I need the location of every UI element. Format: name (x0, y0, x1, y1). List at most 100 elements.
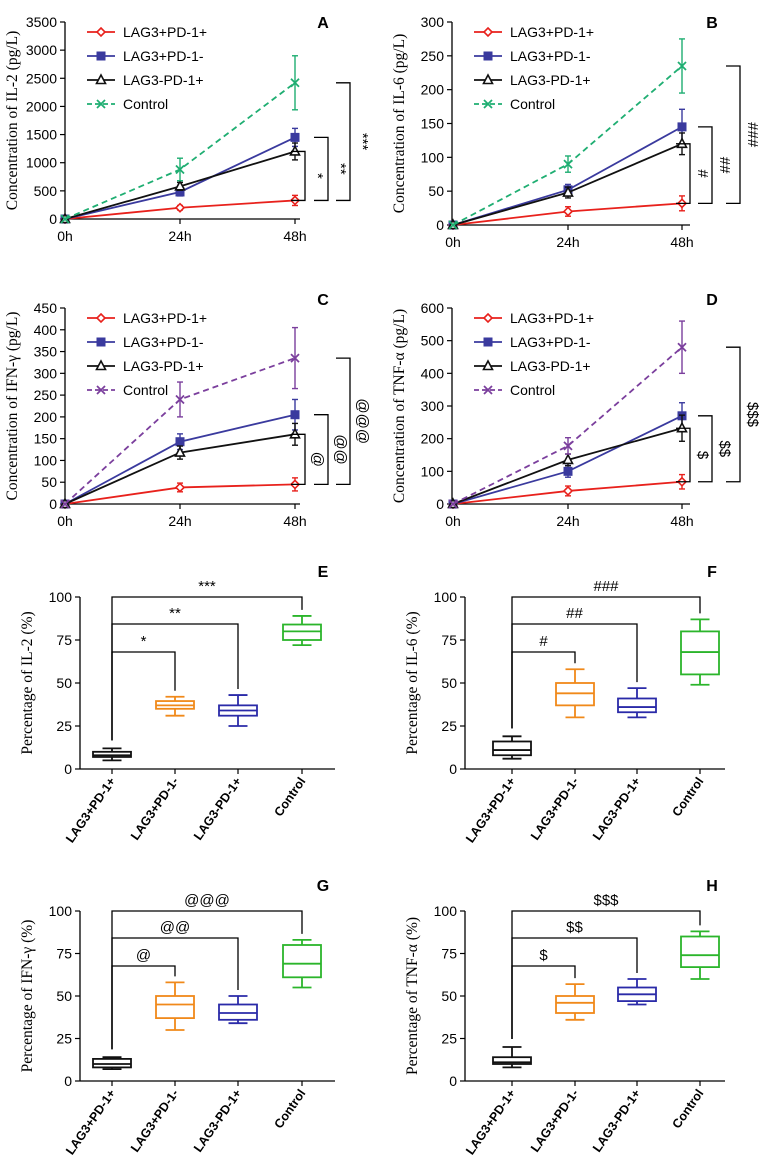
legend-label: LAG3+PD-1+ (123, 310, 207, 326)
x-tick-label: LAG3+PD-1- (528, 775, 582, 843)
significance-label: @ (136, 947, 151, 964)
box-body (155, 995, 195, 1020)
marker-stroke (677, 61, 687, 71)
significance-bracket: $$$ (511, 892, 701, 1039)
x-tick-label: LAG3+PD-1- (128, 1087, 182, 1155)
x-tick-label: Control (670, 775, 707, 819)
significance-bracket: $$ (698, 415, 733, 483)
x-tick-label: 24h (168, 228, 191, 244)
y-tick-label: 75 (56, 632, 72, 648)
marker-stroke (96, 99, 106, 109)
significance-label: @@@ (354, 398, 371, 444)
data-point (175, 394, 185, 405)
data-point (289, 144, 301, 156)
series-3 (60, 326, 300, 509)
y-tick-label: 50 (428, 183, 444, 199)
significance-label: ** (332, 163, 349, 175)
significance-bracket: ### (511, 578, 701, 729)
y-tick-label: 0 (49, 211, 57, 227)
y-axis-label: Percentage of IL-6 (%) (404, 611, 421, 754)
y-axis-label: Concentration of TNF-α (pg/L) (391, 309, 408, 503)
x-tick-label: 24h (556, 513, 579, 529)
y-tick-label: 500 (421, 333, 445, 349)
legend-label: Control (510, 382, 555, 398)
legend-marker (482, 312, 494, 324)
legend-label: LAG3+PD-1- (510, 334, 591, 350)
box-chart-G: 0 25 50 75 100 Percentage of IFN-γ (%) G LAG3+P… (19, 878, 335, 1157)
line-chart-C: 0 50 100 150 200 250 300 350 400 450 Concentration… (4, 292, 371, 529)
y-tick-label: 3000 (26, 42, 57, 58)
series-line (64, 357, 296, 505)
box-body (282, 944, 322, 979)
y-tick-label: 100 (49, 589, 73, 605)
x-tick-label: LAG3-PD-1+ (191, 775, 245, 843)
box-2 (218, 995, 258, 1025)
legend-marker (95, 359, 107, 371)
box-0 (492, 1046, 532, 1069)
significance-bracket: *** (111, 578, 303, 741)
significance-label: $$$ (744, 402, 761, 428)
bracket-line (111, 596, 303, 741)
x-tick-label: LAG3-PD-1+ (590, 775, 644, 843)
series-line (452, 346, 683, 505)
marker-stroke (290, 353, 300, 363)
legend-label: LAG3-PD-1+ (510, 72, 591, 88)
legend-marker (483, 385, 493, 395)
box-2 (617, 978, 657, 1006)
legend-label: LAG3+PD-1+ (510, 310, 594, 326)
bracket-line (676, 143, 691, 204)
data-point (676, 421, 688, 433)
bracket-line (336, 82, 351, 202)
x-tick-label: 24h (556, 234, 579, 250)
y-tick-label: 50 (56, 675, 72, 691)
y-axis-label: Concentration of IFN-γ (pg/L) (4, 312, 21, 501)
significance-bracket: # (676, 143, 711, 204)
box-0 (492, 735, 532, 760)
y-tick-label: 1500 (26, 127, 57, 143)
y-tick-label: 100 (434, 589, 458, 605)
y-tick-label: 50 (441, 988, 457, 1004)
data-point (677, 61, 687, 71)
data-point (677, 342, 687, 352)
marker-stroke (175, 394, 185, 405)
significance-label: ### (744, 122, 761, 148)
x-tick-label: 48h (283, 513, 306, 529)
y-tick-label: 250 (34, 387, 58, 403)
significance-bracket: *** (336, 82, 371, 202)
y-tick-label: 100 (421, 463, 445, 479)
significance-label: $$ (566, 919, 583, 936)
y-tick-label: 0 (49, 496, 57, 512)
legend: LAG3+PD-1+ LAG3+PD-1- LAG3-PD-1+ Control (87, 24, 207, 112)
data-point (174, 482, 186, 493)
significance-bracket: @@ (314, 414, 349, 486)
y-tick-label: 75 (441, 946, 457, 962)
panel-label: D (706, 292, 718, 309)
box-chart-F: 0 25 50 75 100 Percentage of IL-6 (%) F LAG3+PD… (404, 564, 725, 845)
marker-stroke (563, 159, 573, 169)
bracket-line (676, 427, 691, 483)
y-tick-label: 25 (441, 718, 457, 734)
y-tick-label: 450 (34, 300, 58, 316)
data-point (448, 499, 458, 509)
legend: LAG3+PD-1+ LAG3+PD-1- LAG3-PD-1+ Control (87, 310, 207, 398)
bracket-line (698, 126, 713, 204)
line-chart-A: 0 500 1000 1500 2000 2500 3000 3500 Concentratio… (4, 14, 371, 244)
legend-marker (96, 51, 106, 61)
significance-label: ### (593, 578, 619, 595)
y-tick-label: 400 (421, 365, 445, 381)
bracket-line (698, 415, 713, 483)
legend-label: Control (123, 382, 168, 398)
x-tick-label: LAG3+PD-1+ (463, 1087, 518, 1158)
y-tick-label: 25 (56, 1031, 72, 1047)
data-point (290, 353, 300, 363)
significance-label: $ (539, 947, 548, 964)
bracket-line (726, 65, 741, 204)
significance-label: # (694, 169, 711, 178)
marker-stroke (60, 214, 70, 224)
y-tick-label: 100 (421, 149, 445, 165)
line-chart-B: 0 50 100 150 200 250 300 Concentration of IL-6 … (391, 14, 761, 250)
significance-label: @@ (332, 434, 349, 464)
legend-label: LAG3+PD-1- (123, 334, 204, 350)
significance-bracket: ## (698, 126, 733, 204)
